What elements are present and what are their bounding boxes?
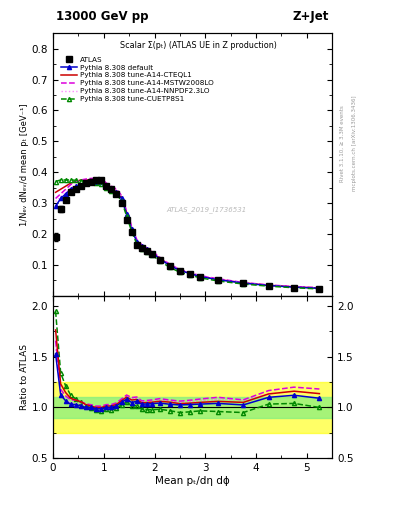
Y-axis label: 1/Nₑᵥ dNₑᵥ/d mean pₜ [GeV⁻¹]: 1/Nₑᵥ dNₑᵥ/d mean pₜ [GeV⁻¹] bbox=[20, 103, 29, 226]
X-axis label: Mean pₜ/dη dϕ: Mean pₜ/dη dϕ bbox=[155, 476, 230, 486]
Text: Rivet 3.1.10, ≥ 3.3M events: Rivet 3.1.10, ≥ 3.3M events bbox=[340, 105, 345, 182]
Bar bbox=[53, 382, 332, 433]
Y-axis label: Ratio to ATLAS: Ratio to ATLAS bbox=[20, 344, 29, 410]
Text: ATLAS_2019_I1736531: ATLAS_2019_I1736531 bbox=[166, 206, 247, 212]
Text: Z+Jet: Z+Jet bbox=[293, 10, 329, 23]
Bar bbox=[53, 397, 332, 418]
Text: Scalar Σ(pₜ) (ATLAS UE in Z production): Scalar Σ(pₜ) (ATLAS UE in Z production) bbox=[120, 41, 277, 50]
Legend: ATLAS, Pythia 8.308 default, Pythia 8.308 tune-A14-CTEQL1, Pythia 8.308 tune-A14: ATLAS, Pythia 8.308 default, Pythia 8.30… bbox=[59, 55, 215, 103]
Text: 13000 GeV pp: 13000 GeV pp bbox=[56, 10, 148, 23]
Text: mcplots.cern.ch [arXiv:1306.3436]: mcplots.cern.ch [arXiv:1306.3436] bbox=[352, 96, 357, 191]
